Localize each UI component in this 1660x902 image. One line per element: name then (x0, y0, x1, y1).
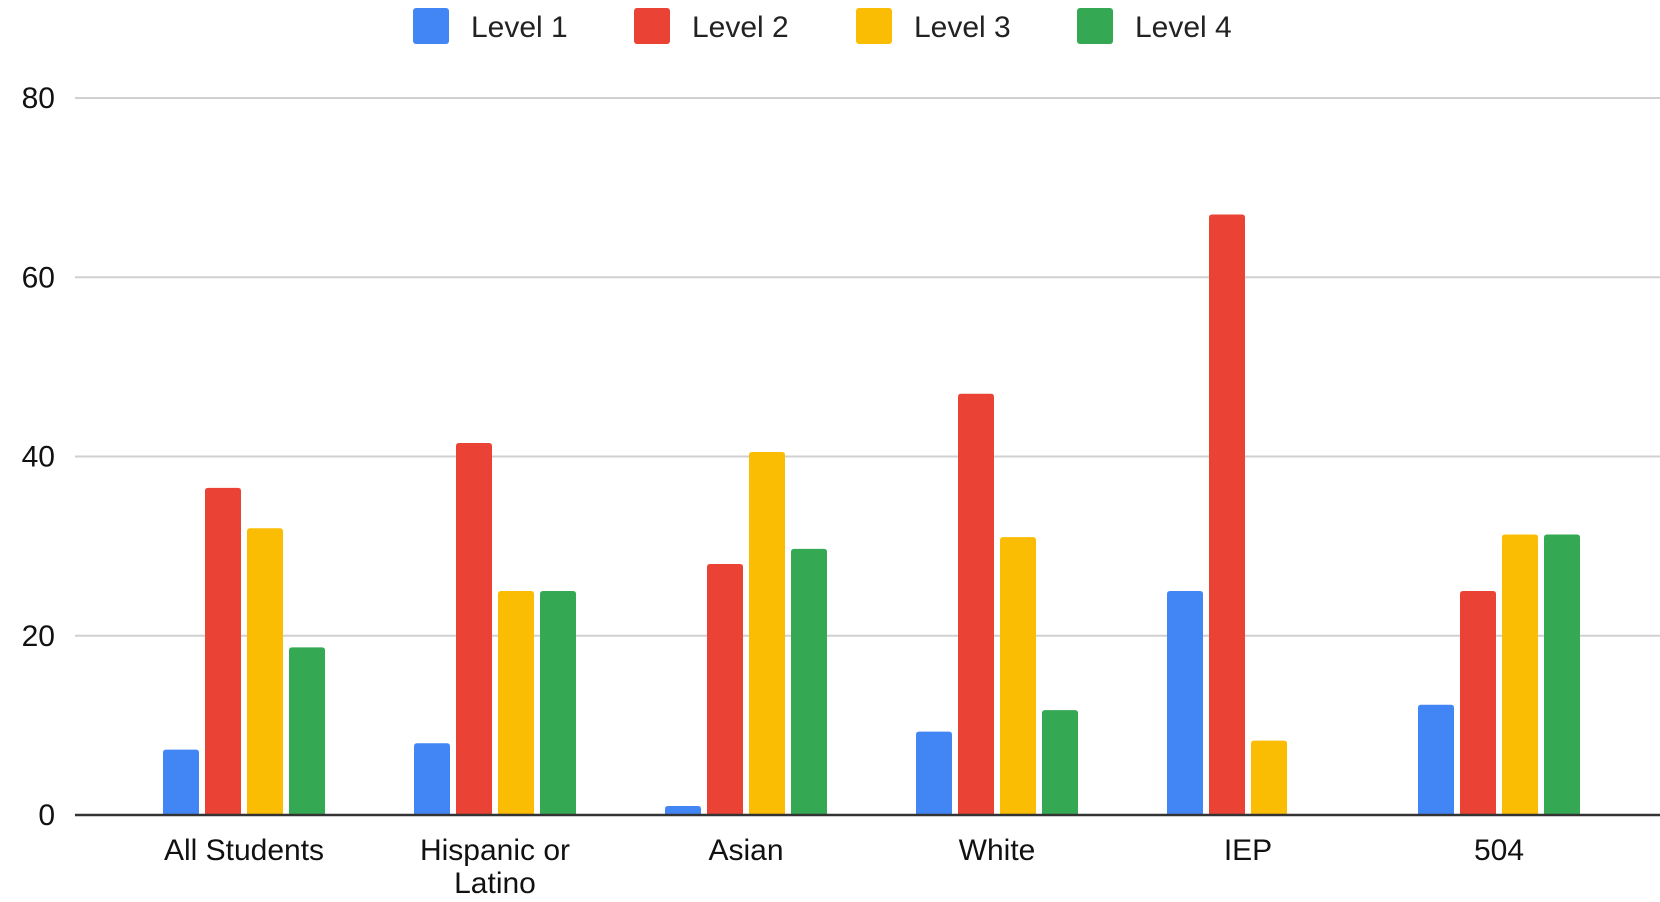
bar-level-2 (205, 487, 241, 815)
bar-level-4 (1042, 710, 1078, 815)
x-tick-label: Hispanic or (420, 834, 570, 867)
bar-level-2 (456, 443, 492, 815)
y-tick-label: 20 (22, 620, 55, 653)
bar-level-1 (665, 806, 701, 815)
y-tick-label: 60 (22, 261, 55, 294)
bar-level-1 (163, 749, 199, 815)
legend-label: Level 2 (692, 11, 789, 44)
bar-level-4 (791, 548, 827, 815)
x-tick-label: Asian (708, 834, 783, 867)
bar-level-3 (1251, 740, 1287, 815)
x-tick-label: IEP (1224, 834, 1272, 867)
bar-level-1 (1418, 704, 1454, 815)
legend-label: Level 1 (471, 11, 568, 44)
y-tick-label: 80 (22, 82, 55, 115)
y-axis: 0 20 40 60 80 (22, 82, 55, 832)
legend-swatch (634, 8, 670, 44)
legend-label: Level 4 (1135, 11, 1232, 44)
legend-swatch (856, 8, 892, 44)
legend: Level 1 Level 2 Level 3 Level 4 (413, 8, 1232, 44)
x-tick-label: All Students (164, 834, 324, 867)
bar-level-4 (289, 647, 325, 815)
bar-level-2 (1460, 590, 1496, 815)
bar-level-3 (498, 590, 534, 815)
bar-level-3 (1000, 537, 1036, 815)
bar-level-1 (1167, 590, 1203, 815)
legend-swatch (1077, 8, 1113, 44)
bar-level-4 (1544, 534, 1580, 815)
y-tick-label: 40 (22, 441, 55, 474)
bar-level-2 (958, 393, 994, 815)
bar-level-3 (749, 452, 785, 815)
legend-label: Level 3 (914, 11, 1011, 44)
bar-level-1 (916, 731, 952, 815)
bar-level-2 (707, 564, 743, 815)
bar-level-1 (414, 743, 450, 815)
x-tick-label: Latino (454, 867, 536, 900)
bar-level-3 (1502, 534, 1538, 815)
x-tick-label: White (959, 834, 1036, 867)
gridlines (75, 97, 1660, 637)
bar-level-4 (540, 590, 576, 815)
bars (163, 214, 1580, 815)
legend-swatch (413, 8, 449, 44)
bar-level-3 (247, 528, 283, 815)
bar-level-2 (1209, 214, 1245, 815)
y-tick-label: 0 (38, 799, 55, 832)
x-tick-label: 504 (1474, 834, 1524, 867)
